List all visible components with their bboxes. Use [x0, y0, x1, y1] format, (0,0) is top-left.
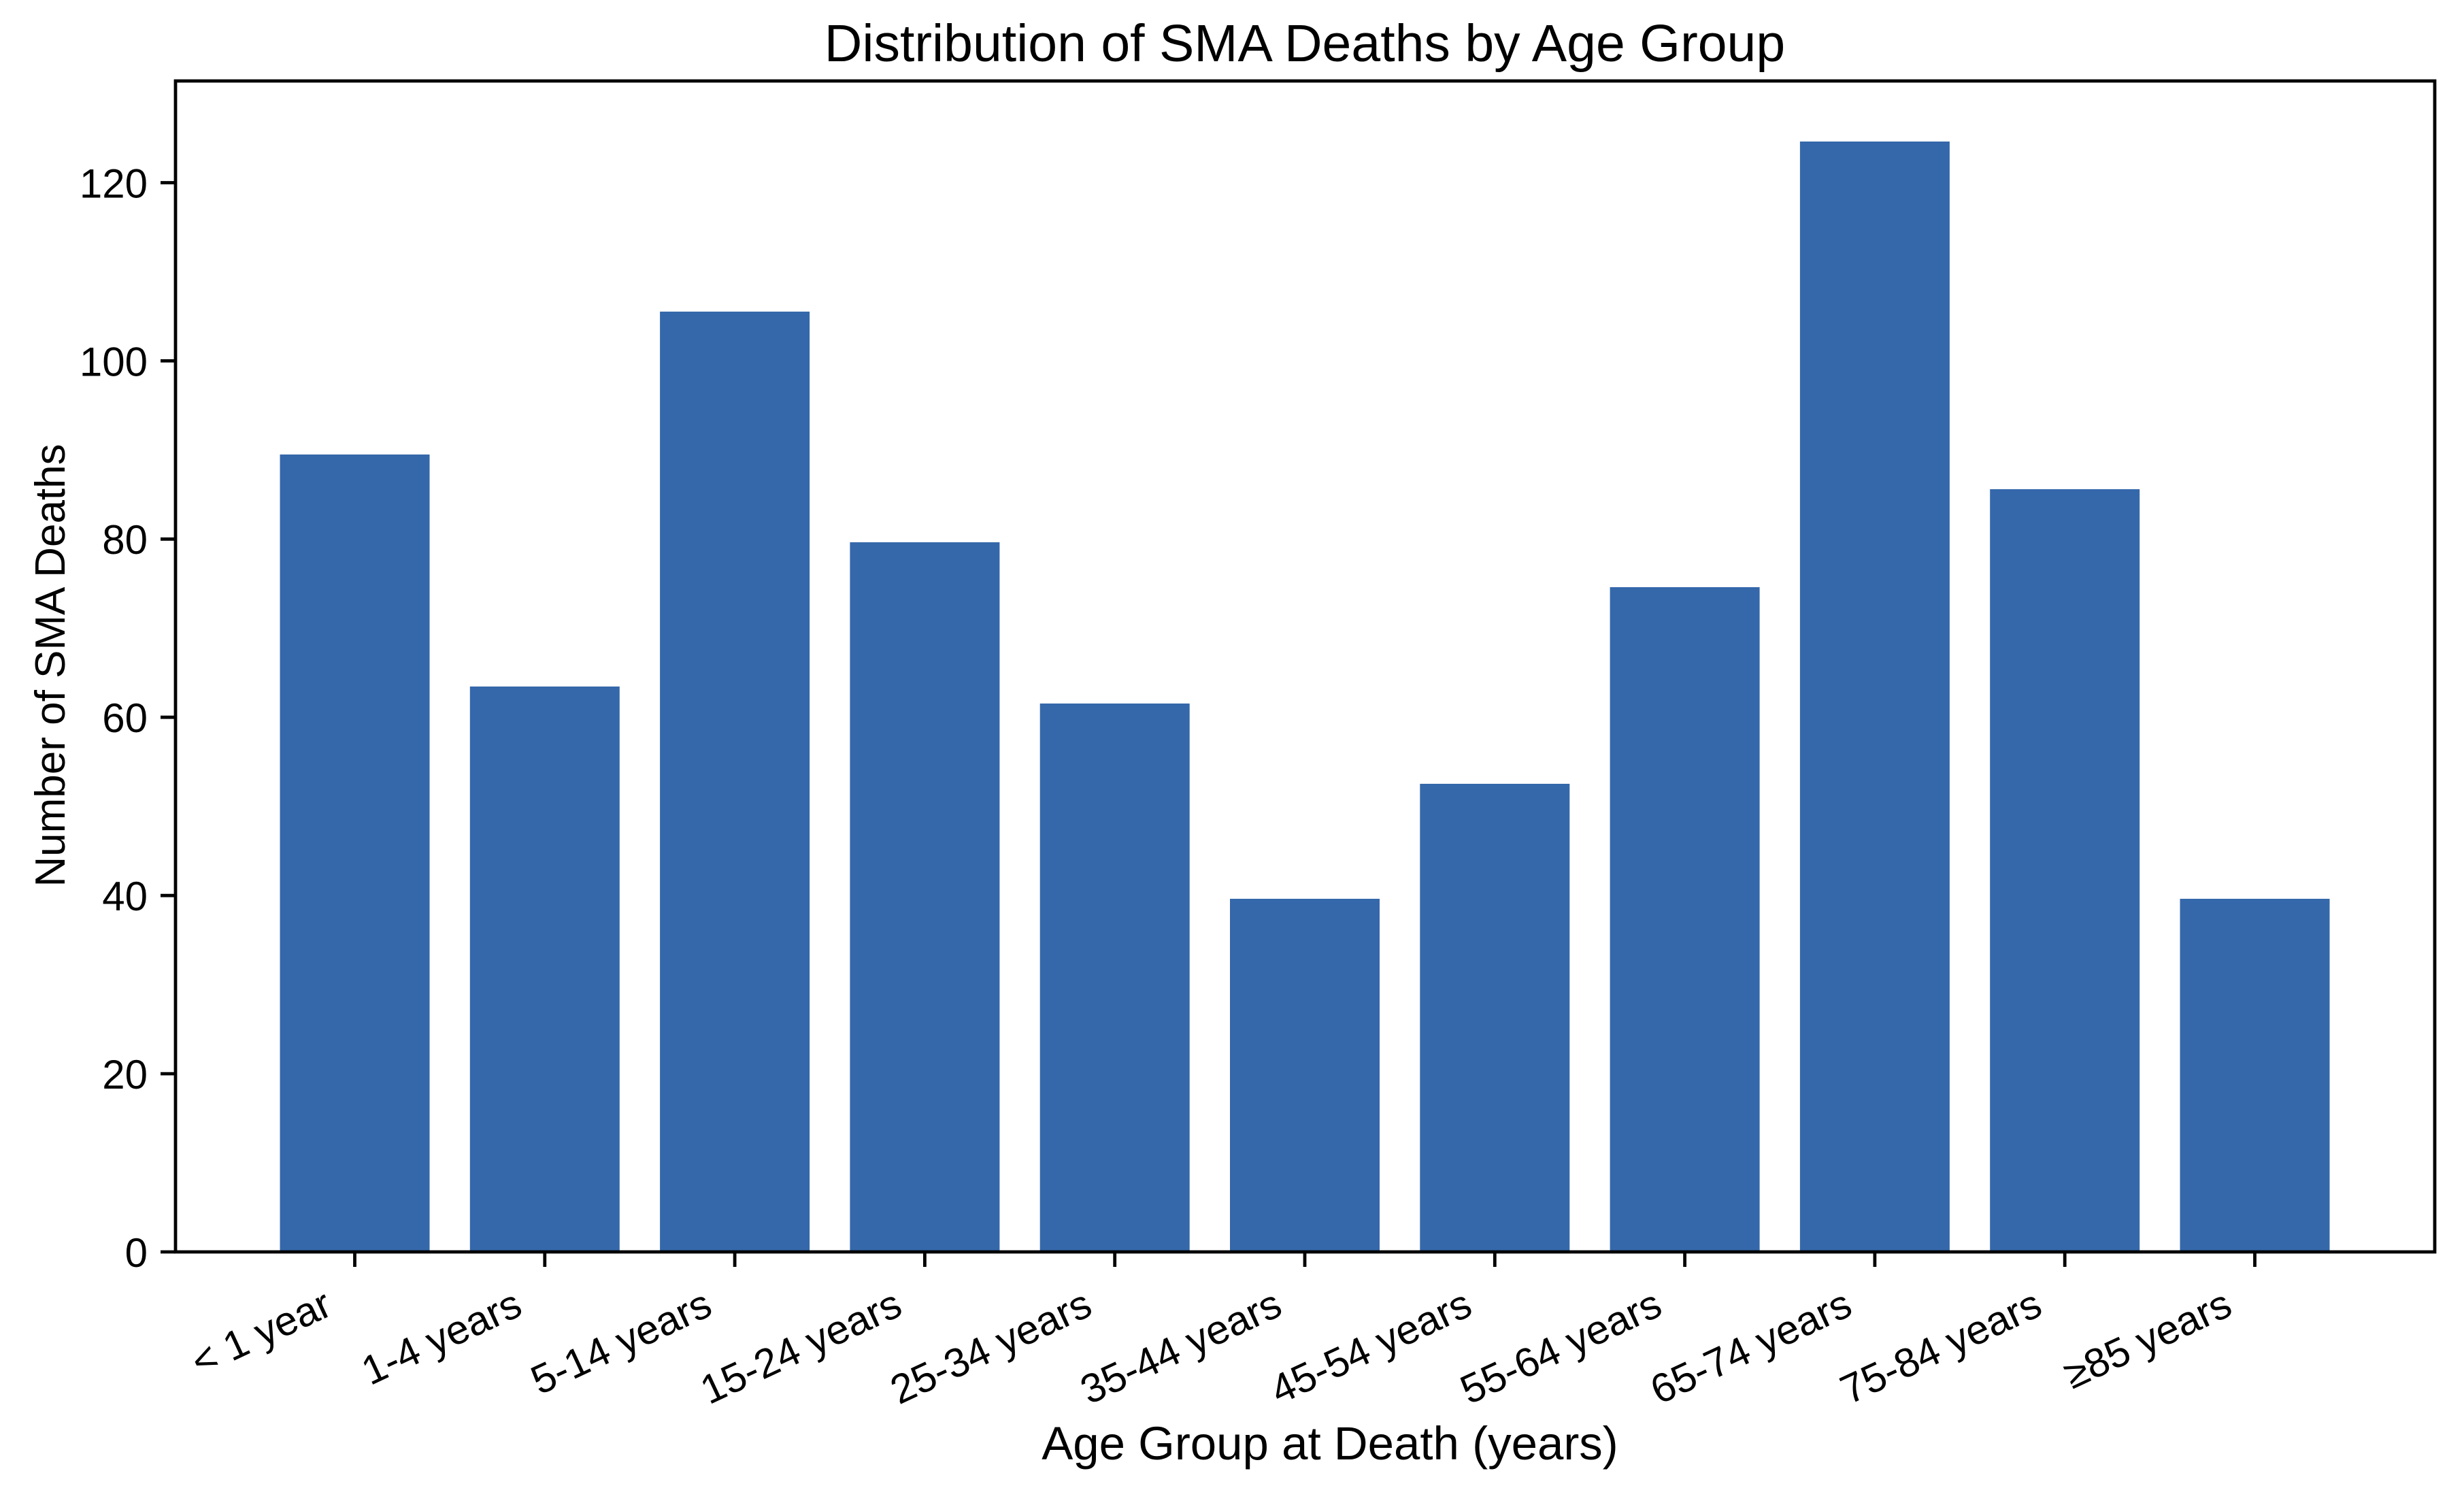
svg-text:60: 60	[102, 695, 148, 741]
svg-text:Number of SMA Deaths: Number of SMA Deaths	[27, 444, 74, 887]
svg-text:80: 80	[102, 517, 148, 563]
svg-text:40: 40	[102, 874, 148, 919]
svg-text:Age Group at Death (years): Age Group at Death (years)	[1042, 1417, 1618, 1470]
svg-text:100: 100	[80, 339, 148, 384]
svg-text:0: 0	[125, 1230, 148, 1276]
svg-text:120: 120	[80, 161, 148, 206]
svg-text:Distribution of SMA Deaths by: Distribution of SMA Deaths by Age Group	[825, 14, 1785, 73]
svg-text:20: 20	[102, 1052, 148, 1097]
